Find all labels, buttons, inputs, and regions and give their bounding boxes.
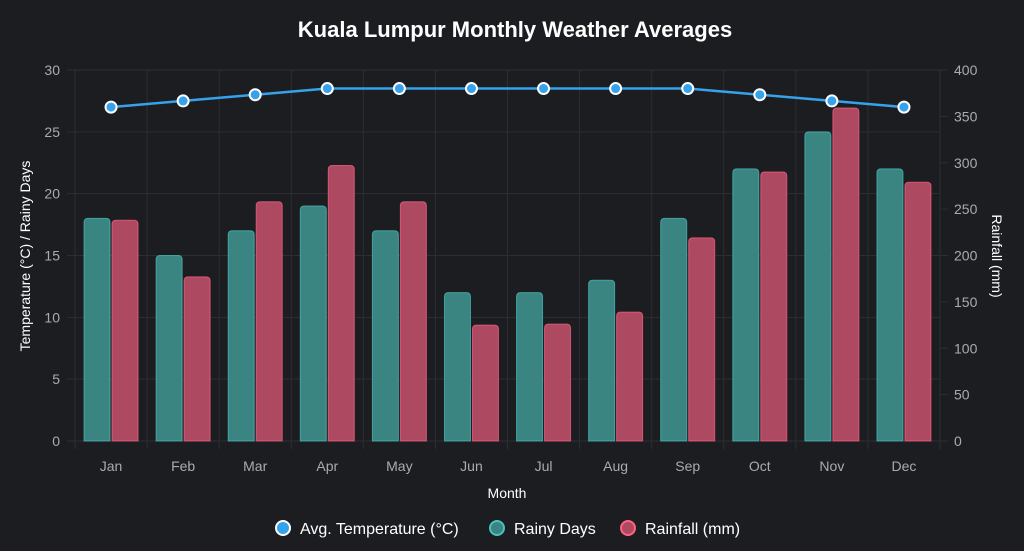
y2-tick-label: 150	[954, 294, 978, 310]
bar-rainy-days	[227, 230, 255, 442]
grid	[67, 69, 948, 449]
x-tick-label: Apr	[316, 458, 338, 474]
legend-label: Rainy Days	[514, 521, 596, 538]
temperature-point	[464, 82, 478, 96]
bar-rainfall	[760, 171, 788, 442]
bar-rainy-days	[299, 205, 327, 442]
y2-tick-label: 100	[954, 340, 978, 356]
legend-label: Rainfall (mm)	[645, 521, 740, 538]
x-tick-label: Mar	[243, 458, 267, 474]
bar-rainfall	[616, 311, 644, 442]
temperature-point	[392, 82, 406, 96]
bar-rainfall	[327, 165, 355, 442]
y-tick-label: 25	[44, 124, 60, 140]
bar-rainfall	[544, 323, 572, 442]
y-tick-label: 20	[44, 186, 60, 202]
legend-swatch-temperature	[275, 520, 291, 536]
y-tick-label: 10	[44, 309, 60, 325]
bar-rainy-days	[732, 168, 760, 442]
x-tick-label: Aug	[603, 458, 628, 474]
x-axis: Jan Feb Mar Apr May Jun Jul Aug Sep Oct Nov Dec	[100, 458, 917, 474]
legend-item: Rainfall (mm)	[620, 520, 740, 538]
y-axis-right: 0 50 100 150 200 250 300 350 400	[954, 62, 978, 449]
bars	[83, 107, 932, 442]
bar-rainy-days	[443, 292, 471, 442]
y-tick-label: 0	[52, 433, 60, 449]
y-tick-label: 15	[44, 248, 60, 264]
y2-axis-title: Rainfall (mm)	[989, 214, 1005, 297]
bar-rainfall	[255, 201, 283, 442]
bar-rainy-days	[516, 292, 544, 442]
bar-rainfall	[832, 107, 860, 442]
temperature-point	[176, 94, 190, 108]
y2-tick-label: 200	[954, 248, 978, 264]
x-tick-label: Oct	[749, 458, 771, 474]
bar-rainy-days	[83, 217, 111, 442]
y2-tick-label: 350	[954, 108, 978, 124]
x-tick-label: Sep	[675, 458, 700, 474]
legend-swatch-rainfall	[620, 520, 636, 536]
chart-title: Kuala Lumpur Monthly Weather Averages	[298, 17, 732, 42]
y-tick-label: 30	[44, 62, 60, 78]
x-tick-label: Feb	[171, 458, 195, 474]
temperature-point	[897, 100, 911, 114]
x-tick-label: Jan	[100, 458, 123, 474]
bar-rainfall	[399, 201, 427, 442]
legend-item: Rainy Days	[489, 520, 596, 538]
bar-rainy-days	[660, 217, 688, 442]
temperature-line	[104, 82, 911, 114]
temperature-line-path	[110, 87, 905, 109]
legend-label: Avg. Temperature (°C)	[300, 521, 459, 538]
temperature-point	[320, 82, 334, 96]
bar-rainy-days	[155, 255, 183, 442]
x-tick-label: Jul	[535, 458, 553, 474]
temperature-point	[753, 88, 767, 102]
temperature-point	[537, 82, 551, 96]
y-axis-left: 0 5 10 15 20 25 30	[44, 62, 60, 449]
legend-item: Avg. Temperature (°C)	[275, 520, 459, 538]
temperature-point	[681, 82, 695, 96]
y-tick-label: 5	[52, 371, 60, 387]
bar-rainy-days	[588, 279, 616, 442]
y2-tick-label: 0	[954, 433, 962, 449]
bar-rainfall	[111, 219, 139, 442]
bar-rainy-days	[804, 131, 832, 442]
temperature-point	[609, 82, 623, 96]
x-tick-label: Dec	[892, 458, 917, 474]
x-axis-title: Month	[488, 485, 527, 501]
y-axis-title: Temperature (°C) / Rainy Days	[17, 161, 33, 352]
bar-rainy-days	[371, 230, 399, 442]
legend: Avg. Temperature (°C) Rainy Days Rainfall …	[275, 520, 740, 538]
y2-tick-label: 50	[954, 387, 970, 403]
bar-rainfall	[183, 276, 211, 442]
bar-rainfall	[471, 324, 499, 442]
bar-rainfall	[904, 181, 932, 442]
temperature-point	[104, 100, 118, 114]
x-tick-label: May	[386, 458, 412, 474]
temperature-point	[248, 88, 262, 102]
legend-swatch-rainy-days	[489, 520, 505, 536]
temperature-point	[825, 94, 839, 108]
x-tick-label: Jun	[460, 458, 483, 474]
y2-tick-label: 250	[954, 201, 978, 217]
bar-rainy-days	[876, 168, 904, 442]
x-tick-label: Nov	[819, 458, 844, 474]
bar-rainfall	[688, 237, 716, 442]
y2-tick-label: 300	[954, 155, 978, 171]
y2-tick-label: 400	[954, 62, 978, 78]
